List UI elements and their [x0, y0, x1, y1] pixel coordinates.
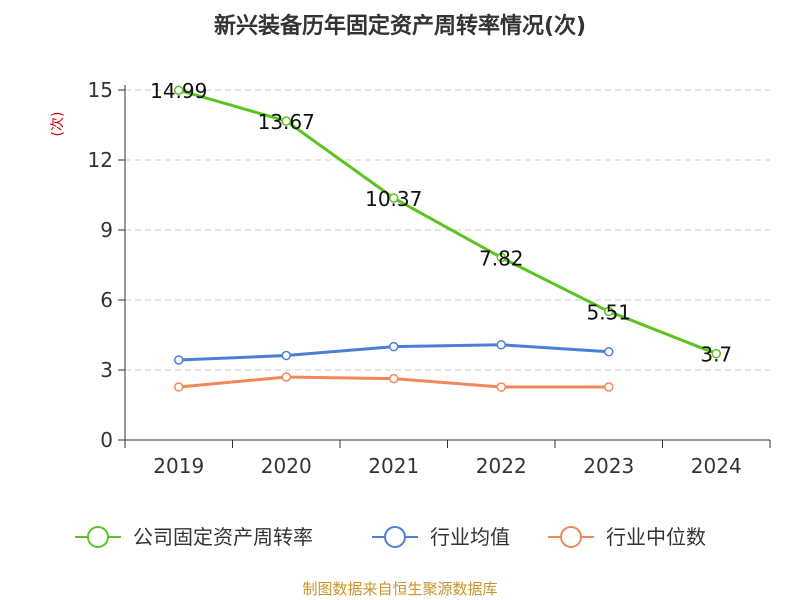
data-point [389, 341, 399, 352]
data-label: 14.99 [150, 79, 207, 103]
x-tick-label: 2022 [476, 454, 527, 478]
data-point [389, 373, 399, 384]
data-point [174, 355, 184, 365]
legend-label: 行业均值 [430, 525, 510, 549]
data-point [496, 382, 506, 392]
legend-item-1: 公司固定资产周转率 [75, 525, 313, 549]
y-tick-label: 15 [88, 78, 113, 102]
legend-swatch-marker [384, 526, 406, 548]
data-point [496, 340, 506, 350]
data-point [604, 347, 614, 357]
y-tick-label: 0 [100, 428, 113, 452]
y-axis-label: (次) [50, 112, 66, 137]
legend-item-2: 行业均值 [372, 525, 510, 549]
y-tick-label: 6 [100, 288, 113, 312]
data-labels: 14.99 13.67 10.37 7.82 5.51 3.7 [150, 79, 732, 366]
data-label: 7.82 [479, 247, 524, 271]
x-tick-label: 2023 [583, 454, 634, 478]
legend: 公司固定资产周转率 行业均值 行业中位数 [75, 525, 706, 549]
y-tick-label: 3 [100, 358, 113, 382]
series-line-1 [178, 88, 717, 356]
legend-item-3: 行业中位数 [548, 525, 706, 549]
chart-title: 新兴装备历年固定资产周转率情况(次) [214, 13, 586, 39]
series-group [174, 85, 721, 392]
legend-swatch-marker [87, 526, 109, 548]
data-point [389, 193, 399, 203]
data-point [281, 116, 291, 126]
legend-swatch-marker [560, 526, 582, 548]
y-tick-label: 12 [88, 148, 113, 172]
data-point [174, 85, 184, 95]
data-label: 10.37 [365, 187, 422, 211]
data-point [281, 372, 291, 382]
axes: 0 3 6 9 12 15 2019 2020 2021 2022 2023 2024 [88, 78, 771, 478]
data-label: 3.7 [700, 343, 732, 367]
data-point [174, 382, 184, 392]
x-tick-label: 2020 [261, 454, 312, 478]
x-tick-label: 2024 [691, 454, 742, 478]
x-tick-label: 2021 [368, 454, 419, 478]
data-point [604, 382, 614, 392]
y-tick-label: 9 [100, 218, 113, 242]
data-point [604, 306, 614, 317]
data-label: 13.67 [258, 110, 315, 134]
source-note: 制图数据来自恒生聚源数据库 [302, 580, 497, 598]
legend-label: 公司固定资产周转率 [133, 525, 313, 549]
data-point [281, 350, 291, 361]
data-point [711, 348, 721, 359]
data-point [496, 252, 506, 263]
legend-label: 行业中位数 [606, 525, 706, 549]
data-label: 5.51 [586, 300, 631, 324]
grid-lines [125, 89, 770, 371]
x-tick-label: 2019 [153, 454, 204, 478]
